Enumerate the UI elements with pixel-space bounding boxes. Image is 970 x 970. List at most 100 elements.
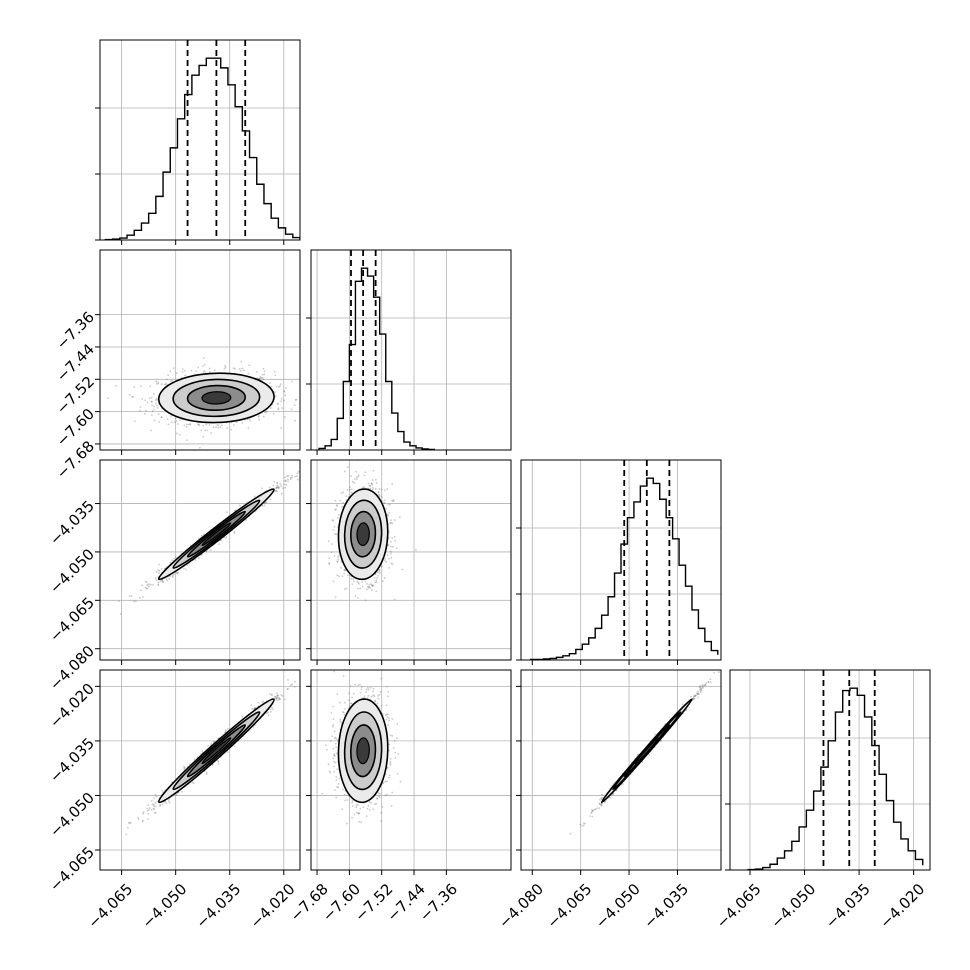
sample-point — [213, 740, 216, 743]
sample-point — [378, 495, 381, 498]
sample-point — [378, 569, 381, 572]
sample-point — [391, 483, 394, 486]
sample-point — [273, 370, 276, 373]
sample-point — [387, 504, 390, 506]
scatter-panel-2-0: −4.080−4.065−4.050−4.035 — [46, 459, 301, 694]
sample-point — [131, 395, 134, 398]
sample-point — [176, 572, 179, 575]
sample-point — [337, 556, 339, 559]
sample-point — [334, 508, 337, 511]
sample-point — [216, 759, 219, 762]
sample-point — [197, 423, 200, 426]
sample-point — [141, 819, 144, 822]
sample-point — [349, 486, 351, 489]
sample-point — [139, 409, 141, 412]
sample-point — [290, 408, 293, 411]
sample-point — [287, 474, 290, 477]
sample-point — [265, 411, 268, 414]
sample-point — [364, 471, 367, 474]
sample-point — [328, 562, 331, 565]
sample-point — [284, 416, 286, 418]
sample-point — [211, 763, 214, 766]
sample-point — [257, 416, 260, 418]
sample-point — [157, 584, 160, 587]
sample-point — [391, 522, 394, 525]
sample-point — [140, 584, 143, 587]
sample-point — [158, 563, 161, 566]
sample-point — [369, 484, 372, 487]
sample-point — [146, 587, 149, 590]
sample-point — [375, 581, 378, 584]
sample-point — [370, 589, 373, 591]
sample-point — [262, 415, 265, 418]
sample-point — [377, 491, 380, 493]
sample-point — [359, 587, 362, 590]
sample-point — [163, 383, 166, 386]
histogram-panel-2 — [516, 459, 722, 665]
panel-frame — [310, 249, 512, 451]
sample-point — [203, 370, 206, 372]
sample-point — [233, 530, 236, 533]
sample-point — [338, 513, 340, 516]
sample-point — [393, 598, 396, 601]
sample-point — [276, 484, 279, 487]
sample-point — [355, 470, 358, 473]
sample-point — [156, 404, 158, 407]
sample-point — [141, 398, 144, 400]
sample-point — [287, 678, 289, 681]
sample-point — [357, 475, 360, 478]
sample-point — [279, 383, 282, 386]
sample-point — [260, 376, 263, 379]
sample-point — [206, 429, 209, 432]
sample-point — [357, 474, 360, 477]
sample-point — [157, 569, 160, 572]
sample-point — [363, 474, 366, 477]
sample-point — [269, 498, 272, 501]
sample-point — [278, 486, 281, 489]
sample-point — [167, 423, 170, 426]
sample-point — [261, 487, 264, 490]
sample-point — [233, 424, 235, 426]
sample-point — [294, 475, 297, 478]
sample-point — [375, 481, 378, 484]
sample-point — [233, 509, 236, 512]
sample-point — [272, 412, 275, 415]
density-layer — [327, 460, 417, 602]
sample-point — [257, 377, 260, 380]
histogram-bars — [318, 250, 435, 450]
sample-point — [153, 805, 155, 808]
sample-point — [264, 501, 267, 504]
sample-point — [172, 367, 175, 370]
sample-point — [225, 536, 228, 538]
sample-point — [139, 406, 142, 408]
sample-point — [242, 369, 245, 372]
sample-point — [203, 363, 206, 366]
x-tick-label: −4.065 — [713, 880, 765, 932]
sample-point — [356, 580, 359, 583]
sample-point — [158, 572, 160, 574]
sample-point — [235, 421, 238, 424]
sample-point — [248, 364, 251, 367]
sample-point — [144, 413, 146, 415]
sample-point — [128, 822, 131, 825]
panel-frame — [99, 39, 301, 241]
sample-point — [183, 765, 185, 768]
sample-point — [392, 545, 394, 548]
sample-point — [277, 403, 279, 406]
sample-point — [150, 400, 153, 403]
sample-point — [224, 365, 226, 367]
sample-point — [318, 658, 320, 660]
sample-point — [335, 533, 338, 536]
sample-point — [277, 408, 280, 411]
sample-point — [210, 432, 212, 435]
sample-point — [282, 389, 285, 392]
sample-point — [208, 371, 211, 373]
x-tick-label: −4.020 — [876, 880, 928, 932]
sample-point — [137, 818, 140, 821]
sample-point — [155, 579, 158, 582]
sample-point — [284, 483, 286, 486]
x-tick-label: −4.035 — [822, 880, 874, 932]
sample-point — [375, 590, 378, 593]
sample-point — [175, 372, 178, 374]
sample-point — [284, 387, 287, 390]
